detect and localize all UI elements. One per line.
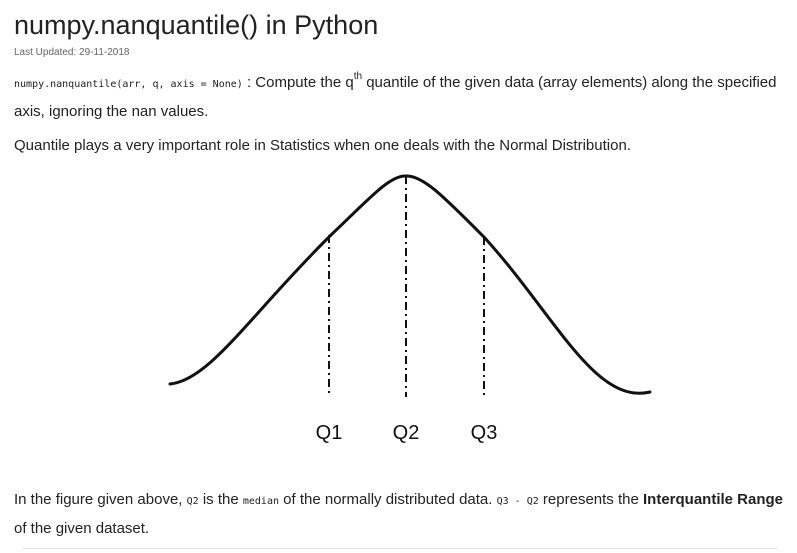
signature-paragraph: numpy.nanquantile(arr, q, axis = None) :…: [14, 69, 784, 125]
intro-paragraph: Quantile plays a very important role in …: [14, 137, 631, 154]
explanation-text-2: is the: [198, 491, 243, 508]
signature-colon: :: [242, 74, 256, 91]
signature-desc-after: quantile of the given data (array elemen…: [14, 74, 777, 120]
q1-label: Q1: [316, 422, 343, 444]
normal-distribution-figure: Q1 Q2 Q3: [155, 165, 665, 455]
normal-distribution-svg: Q1 Q2 Q3: [168, 174, 652, 444]
page-title: numpy.nanquantile() in Python: [14, 10, 379, 40]
explanation-bold-range: Interquantile Range: [643, 491, 784, 508]
explanation-text-3: of the normally distributed data.: [278, 491, 497, 508]
bottom-divider: [22, 548, 778, 549]
function-signature: numpy.nanquantile(arr, q, axis = None): [14, 79, 243, 90]
q3-label: Q3: [471, 422, 498, 444]
signature-desc-sup: th: [353, 71, 363, 82]
explanation-code-q3-q2: Q3 - Q2: [496, 496, 539, 507]
explanation-paragraph: In the figure given above, Q2 is the med…: [14, 486, 784, 542]
explanation-text-5: of the given dataset.: [14, 520, 150, 537]
explanation-text-1: In the figure given above,: [14, 491, 187, 508]
explanation-code-median: median: [242, 496, 279, 507]
signature-desc-before: Compute the q: [255, 74, 354, 91]
bell-curve: [168, 174, 652, 395]
q2-label: Q2: [393, 422, 420, 444]
last-updated: Last Updated: 29-11-2018: [14, 47, 130, 58]
explanation-text-4: represents the: [538, 491, 643, 508]
explanation-code-q2: Q2: [186, 496, 199, 507]
